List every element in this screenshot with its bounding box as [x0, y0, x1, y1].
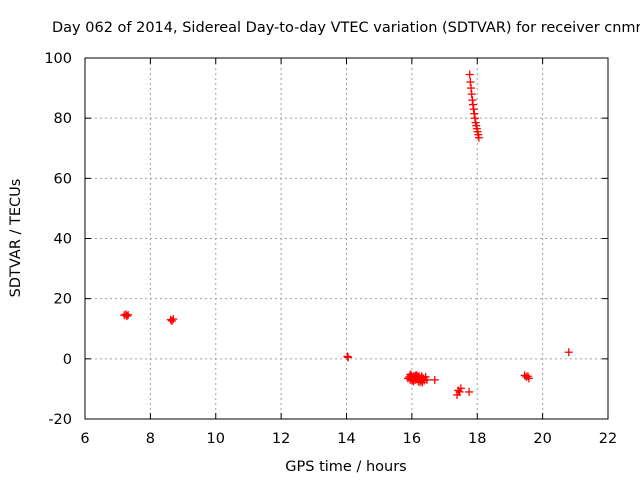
- grid-lines: [85, 58, 608, 419]
- x-tick-label: 6: [80, 431, 89, 447]
- data-point-marker: [469, 105, 478, 114]
- data-point-marker: [470, 109, 479, 118]
- y-tick-label: 100: [44, 51, 72, 67]
- data-point-marker: [467, 90, 476, 99]
- data-point-marker: [466, 78, 475, 87]
- x-tick-label: 12: [272, 431, 290, 447]
- y-tick-label: 20: [54, 292, 72, 308]
- data-point-marker: [430, 375, 439, 384]
- data-point-marker: [467, 84, 476, 93]
- chart-title: Day 062 of 2014, Sidereal Day-to-day VTE…: [52, 20, 640, 36]
- y-tick-label: 60: [54, 171, 72, 187]
- x-tick-label: 14: [337, 431, 355, 447]
- data-point-marker: [417, 376, 426, 385]
- x-tick-label: 20: [533, 431, 551, 447]
- data-point-marker: [474, 133, 483, 142]
- data-point-marker: [124, 310, 133, 319]
- data-point-marker: [465, 387, 474, 396]
- y-axis-label: SDTVAR / TECUs: [8, 179, 24, 298]
- data-point-marker: [469, 100, 478, 109]
- y-tick-label: 40: [54, 232, 72, 248]
- plot-border: [84, 57, 609, 420]
- data-point-marker: [419, 375, 428, 384]
- data-point-marker: [167, 316, 176, 325]
- data-point-marker: [344, 353, 353, 362]
- data-point-marker: [564, 348, 573, 357]
- data-point-marker: [524, 374, 533, 383]
- x-tick-label: 8: [146, 431, 155, 447]
- data-point-marker: [343, 352, 352, 361]
- x-tick-label: 10: [207, 431, 225, 447]
- data-point-marker: [468, 96, 477, 105]
- data-points: [120, 70, 573, 399]
- y-tick-label: 0: [63, 352, 72, 368]
- data-point-marker: [470, 114, 479, 123]
- data-point-marker: [465, 70, 474, 79]
- data-point-marker: [122, 312, 131, 321]
- tick-labels: 6 8 10 12 14 16 18 20 22 -20 0 20 40 60 80 100: [44, 51, 617, 447]
- x-axis-label: GPS time / hours: [285, 459, 406, 475]
- x-tick-label: 18: [468, 431, 486, 447]
- y-tick-label: 80: [54, 111, 72, 127]
- y-tick-label: -20: [48, 412, 72, 428]
- x-tick-label: 22: [599, 431, 617, 447]
- data-point-marker: [169, 315, 178, 324]
- data-point-marker: [455, 387, 464, 396]
- data-point-marker: [456, 384, 465, 393]
- x-tick-label: 16: [403, 431, 421, 447]
